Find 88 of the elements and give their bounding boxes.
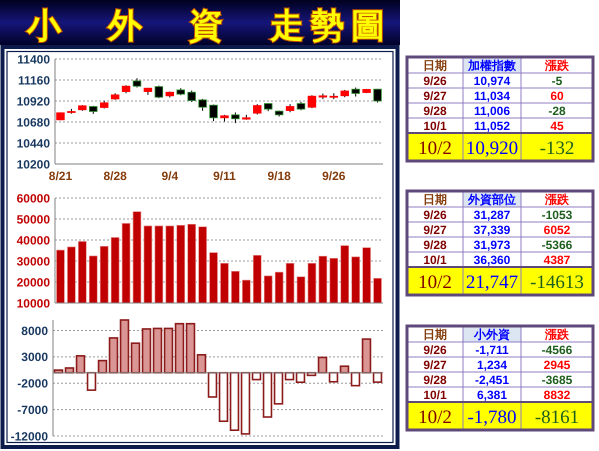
text: 日期 bbox=[423, 192, 447, 206]
y-tick-label: 40000 bbox=[16, 233, 50, 248]
text: -2,451 bbox=[474, 372, 510, 387]
category-label: 10/1 bbox=[423, 252, 447, 267]
y-tick-label: 50000 bbox=[16, 212, 50, 226]
y-tick-label: 30000 bbox=[16, 254, 50, 268]
category-label: 10/1 bbox=[423, 118, 447, 133]
y-tick-label: -7000 bbox=[17, 402, 48, 417]
x-tick-label: 9/4 bbox=[161, 169, 178, 183]
text: 10,920 bbox=[466, 138, 518, 159]
text: 11,006 bbox=[474, 104, 510, 118]
text: 21,747 bbox=[466, 272, 518, 293]
candlestick bbox=[154, 85, 164, 99]
y-tick-label: -12000 bbox=[10, 429, 48, 444]
text: 45 bbox=[550, 118, 564, 133]
candlestick bbox=[187, 90, 196, 102]
text: 6052 bbox=[544, 222, 570, 237]
category-label: 9/28 bbox=[423, 372, 447, 387]
y-tick-label: 10920 bbox=[16, 94, 50, 108]
category-label: 9/26 bbox=[423, 74, 447, 88]
text: 日期 bbox=[423, 58, 447, 72]
category-label: 9/28 bbox=[423, 104, 447, 118]
category-label: 10/1 bbox=[423, 388, 447, 402]
category-label: 9/27 bbox=[423, 88, 447, 103]
text: 4387 bbox=[544, 252, 570, 267]
text: 2945 bbox=[544, 358, 570, 372]
text: 31,287 bbox=[474, 208, 510, 222]
category-label: 外資部位 bbox=[467, 192, 516, 206]
candlestick bbox=[209, 104, 218, 122]
category-label: 加權指數 bbox=[467, 58, 517, 72]
y-tick-label: 10680 bbox=[16, 115, 50, 130]
text: -4566 bbox=[542, 342, 572, 357]
text: 11,052 bbox=[474, 118, 510, 133]
text: 1,234 bbox=[476, 358, 508, 372]
text: -1,711 bbox=[475, 342, 509, 357]
text: 60 bbox=[550, 88, 564, 103]
y-tick-label: 60000 bbox=[16, 191, 50, 206]
text: -5366 bbox=[542, 238, 572, 252]
category-label: 10/2 bbox=[418, 138, 452, 159]
text: -132 bbox=[540, 138, 574, 159]
y-tick-label: 11160 bbox=[18, 73, 50, 88]
chart-title: 小 外 資 走勢圖 bbox=[26, 7, 385, 45]
x-tick-label: 9/18 bbox=[267, 169, 292, 183]
x-tick-label: 9/11 bbox=[213, 169, 236, 183]
category-label: 漲跌 bbox=[544, 192, 570, 206]
y-tick-label: 10200 bbox=[16, 157, 50, 172]
y-tick-label: 8000 bbox=[21, 324, 48, 338]
x-tick-label: 8/21 bbox=[48, 169, 72, 183]
category-label: 漲跌 bbox=[544, 58, 570, 72]
category-label: 10/2 bbox=[418, 406, 452, 428]
text: -8161 bbox=[534, 406, 580, 428]
text: -28 bbox=[548, 104, 566, 118]
text: 31,973 bbox=[474, 238, 510, 252]
text: 10,974 bbox=[474, 74, 510, 88]
text: -5 bbox=[552, 74, 562, 88]
x-tick-label: 9/26 bbox=[322, 169, 346, 183]
x-tick-label: 8/28 bbox=[103, 169, 128, 183]
candlestick bbox=[231, 112, 240, 124]
category-label: 9/26 bbox=[423, 208, 447, 222]
category-label: 9/28 bbox=[423, 238, 447, 252]
category-label: 9/26 bbox=[423, 342, 447, 357]
y-tick-label: 10440 bbox=[16, 136, 50, 150]
text: 11,034 bbox=[474, 88, 510, 103]
category-label: 9/27 bbox=[423, 358, 447, 372]
category-label: 小外資 bbox=[473, 328, 510, 342]
candlestick bbox=[198, 98, 207, 112]
text: 37,339 bbox=[474, 222, 510, 237]
text: -1053 bbox=[542, 208, 572, 222]
y-tick-label: 10000 bbox=[16, 296, 50, 310]
y-tick-label: 3000 bbox=[21, 350, 48, 364]
candlestick bbox=[253, 104, 262, 115]
text: -3685 bbox=[542, 372, 572, 387]
candlestick bbox=[351, 87, 360, 98]
text: -1,780 bbox=[467, 406, 517, 428]
candlestick bbox=[308, 94, 316, 109]
category-label: 10/2 bbox=[418, 272, 452, 293]
y-tick-label: -2000 bbox=[17, 376, 48, 391]
text: -14613 bbox=[530, 272, 584, 293]
text: 6,381 bbox=[476, 388, 508, 402]
y-tick-label: 11400 bbox=[17, 52, 50, 66]
text: 8832 bbox=[544, 388, 570, 402]
text: 36,360 bbox=[474, 252, 510, 267]
y-tick-label: 20000 bbox=[16, 275, 50, 290]
category-label: 漲跌 bbox=[544, 328, 570, 342]
candlestick bbox=[373, 88, 382, 103]
category-label: 9/27 bbox=[423, 222, 447, 237]
candlestick bbox=[132, 78, 142, 88]
text: 日期 bbox=[423, 328, 447, 342]
